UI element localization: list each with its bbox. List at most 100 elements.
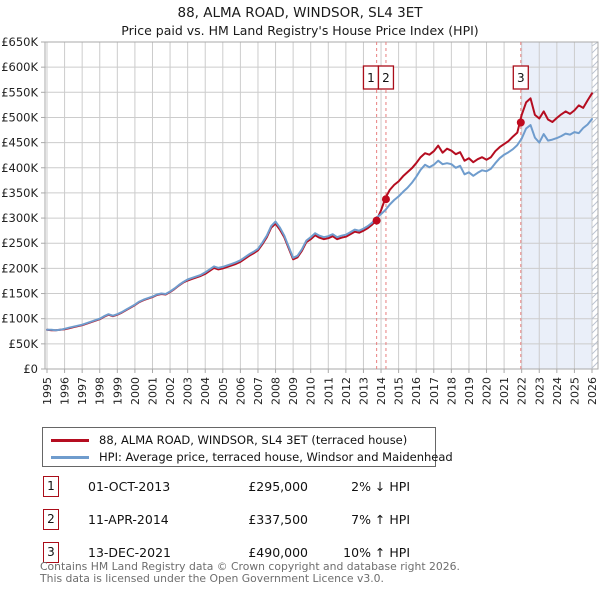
no-data-hatch-line	[591, 67, 599, 75]
no-data-hatch-line	[591, 46, 599, 54]
sale-point-marker	[381, 195, 390, 204]
sale-row-1: 1 01-OCT-2013 £295,000 2% ↓ HPI	[40, 476, 560, 498]
no-data-hatch-line	[591, 221, 599, 229]
hpi-line-swatch	[51, 455, 89, 459]
no-data-hatch-line	[591, 179, 599, 187]
footer-line-2: This data is licensed under the Open Gov…	[40, 571, 384, 585]
no-data-hatch-line	[591, 277, 599, 285]
x-axis-label: 2016	[410, 377, 423, 405]
no-data-hatch-line	[591, 172, 599, 180]
no-data-hatch-line	[591, 200, 599, 208]
x-axis-label: 2003	[182, 377, 195, 405]
x-axis-label: 2025	[568, 377, 581, 405]
legend-item-hpi: HPI: Average price, terraced house, Wind…	[51, 448, 453, 466]
sale-1-number-badge: 1	[43, 476, 59, 497]
sale-2-price: £337,500	[248, 512, 308, 527]
x-axis-label: 2010	[305, 377, 318, 405]
no-data-hatch-line	[591, 130, 599, 138]
sale-callout-number: 1	[367, 71, 375, 85]
no-data-hatch-line	[591, 354, 599, 362]
sale-callout-number: 2	[382, 71, 390, 85]
no-data-hatch-line	[591, 333, 599, 341]
no-data-hatch-line	[591, 74, 599, 82]
no-data-hatch-line	[591, 41, 599, 47]
y-axis-label: £200K	[1, 261, 38, 275]
x-axis-label: 1998	[94, 377, 107, 405]
sale-2-hpi-diff: 7% ↑ HPI	[351, 512, 410, 527]
no-data-hatch-line	[591, 228, 599, 236]
sale-callout-box	[512, 65, 529, 90]
x-axis-label: 2018	[445, 377, 458, 405]
x-axis-label: 2019	[463, 377, 476, 405]
x-axis-label: 2001	[146, 377, 159, 405]
legend-label-property: 88, ALMA ROAD, WINDSOR, SL4 3ET (terrace…	[99, 433, 408, 447]
sale-3-hpi-diff: 10% ↑ HPI	[343, 545, 410, 560]
x-axis-label: 2026	[586, 377, 599, 405]
y-axis-label: £300K	[1, 211, 38, 225]
x-axis-label: 2008	[270, 377, 283, 405]
no-data-hatch-line	[591, 347, 599, 355]
no-data-hatch-line	[591, 165, 599, 173]
x-axis-label: 2023	[533, 377, 546, 405]
sale-1-date: 01-OCT-2013	[88, 479, 171, 494]
no-data-hatch-line	[591, 207, 599, 215]
x-axis-label: 2013	[357, 377, 370, 405]
no-data-hatch-line	[591, 284, 599, 292]
x-axis-label: 1996	[59, 377, 72, 405]
x-axis-label: 2014	[375, 377, 388, 405]
no-data-hatch-line	[591, 312, 599, 320]
x-axis-label: 2015	[393, 377, 406, 405]
no-data-hatch-line	[591, 361, 599, 369]
no-data-hatch-line	[591, 242, 599, 250]
no-data-hatch-line	[591, 81, 599, 89]
y-axis-label: £250K	[1, 236, 38, 250]
no-data-hatch-line	[591, 263, 599, 271]
no-data-hatch-line	[591, 326, 599, 334]
x-axis-label: 2024	[551, 377, 564, 405]
sale-2-date: 11-APR-2014	[88, 512, 169, 527]
x-axis-label: 2020	[481, 377, 494, 405]
y-axis-label: £550K	[1, 85, 38, 99]
no-data-hatch-line	[591, 53, 599, 61]
no-data-hatch-line	[591, 109, 599, 117]
x-axis-label: 1999	[111, 377, 124, 405]
page-subtitle: Price paid vs. HM Land Registry's House …	[121, 23, 479, 38]
sale-3-date: 13-DEC-2021	[88, 545, 171, 560]
chart-legend: 88, ALMA ROAD, WINDSOR, SL4 3ET (terrace…	[42, 427, 453, 467]
x-axis-label: 1995	[41, 377, 54, 405]
sale-callout-number: 3	[517, 71, 525, 85]
sale-row-2: 2 11-APR-2014 £337,500 7% ↑ HPI	[40, 509, 560, 531]
y-axis-label: £100K	[1, 312, 38, 326]
property-line-swatch	[51, 438, 89, 442]
no-data-hatch-line	[591, 298, 599, 306]
x-axis-label: 2009	[287, 377, 300, 405]
license-footer: Contains HM Land Registry data © Crown c…	[40, 561, 600, 584]
footer-line-1: Contains HM Land Registry data © Crown c…	[40, 560, 460, 573]
y-axis-label: £400K	[1, 161, 38, 175]
price-history-chart: 1 2 3 £0 £50K £100K £150K £200K £250K £300K £350K £…	[1, 35, 599, 405]
x-axis-label: 2004	[199, 377, 212, 405]
x-axis-label: 2007	[252, 377, 265, 405]
no-data-hatch-line	[591, 214, 599, 222]
legend-item-property: 88, ALMA ROAD, WINDSOR, SL4 3ET (terrace…	[51, 431, 407, 449]
legend-label-hpi: HPI: Average price, terraced house, Wind…	[99, 450, 453, 464]
x-axis-label: 2022	[516, 377, 529, 405]
no-data-hatch-line	[591, 186, 599, 194]
no-data-hatch-line	[591, 95, 599, 103]
no-data-hatch-line	[591, 235, 599, 243]
sale-2-number-badge: 2	[43, 509, 59, 530]
x-axis-label: 2021	[498, 377, 511, 405]
sale-1-hpi-diff: 2% ↓ HPI	[351, 479, 410, 494]
x-axis-label: 2000	[129, 377, 142, 405]
no-data-hatch-line	[591, 60, 599, 68]
sale-point-marker	[372, 216, 381, 225]
sale-row-3: 3 13-DEC-2021 £490,000 10% ↑ HPI	[40, 542, 560, 564]
x-axis-label: 2011	[322, 377, 335, 405]
y-axis-label: £50K	[9, 337, 39, 351]
no-data-hatch-line	[591, 291, 599, 299]
no-data-hatch-line	[591, 144, 599, 152]
no-data-hatch-line	[591, 256, 599, 264]
no-data-hatch-line	[591, 305, 599, 313]
no-data-hatch-line	[591, 270, 599, 278]
